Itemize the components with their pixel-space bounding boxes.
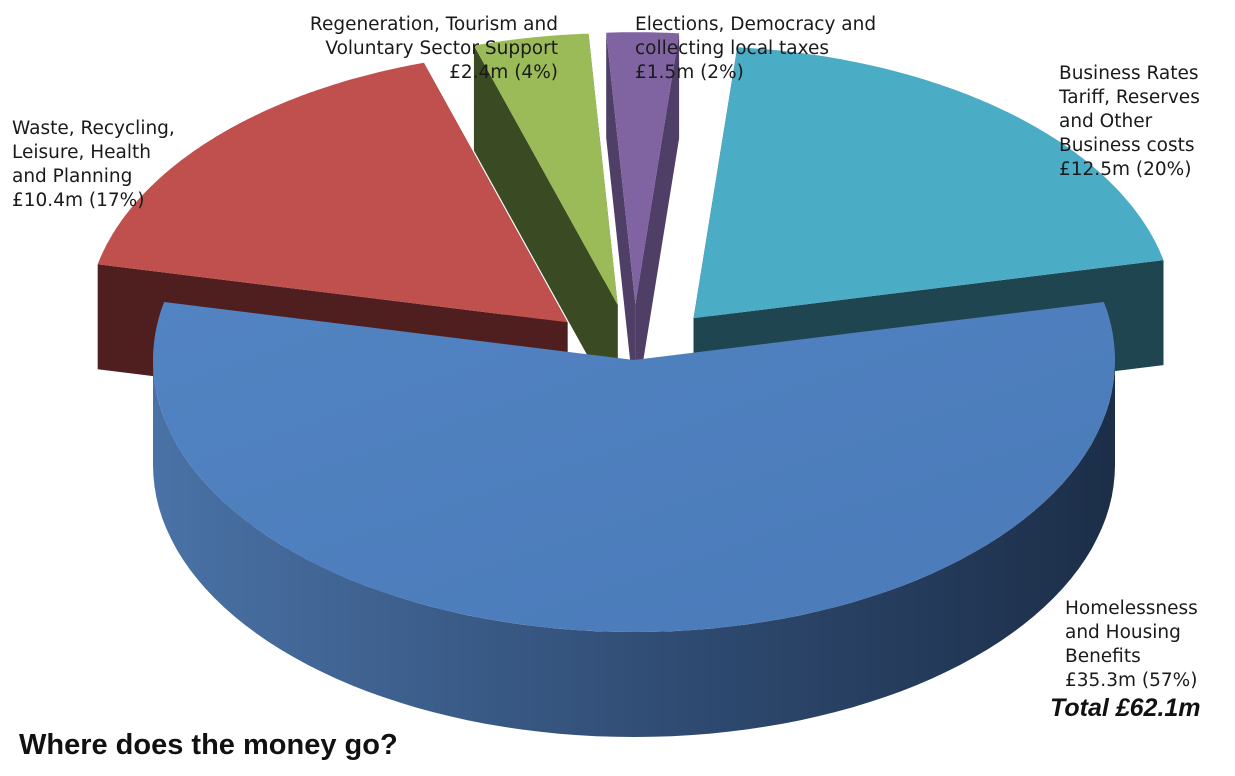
slice-wall-elections-0 [606,32,636,410]
chart-title: Where does the money go? [19,729,398,761]
slice-label-regeneration: Regeneration, Tourism and Voluntary Sect… [309,14,558,83]
slice-waste [97,62,568,323]
slice-wall-elections-1 [635,33,680,410]
slice-elections [606,32,680,305]
slice-homelessness [153,302,1115,632]
slice-label-business: Business Rates Tariff, Reserves and Othe… [1059,63,1200,180]
slice-label-elections: Elections, Democracy and collecting loca… [635,14,877,83]
slice-label-waste: Waste, Recycling, Leisure, Health and Pl… [12,118,175,211]
slice-label-homelessness: Homelessness and Housing Benefits £35.3m… [1065,598,1198,691]
slice-regeneration [473,33,618,306]
slice-business [693,47,1164,319]
slice-wall-regeneration-0 [473,45,618,411]
slice-side-homelessness [153,360,1115,737]
chart-total: Total £62.1m [1050,694,1201,722]
